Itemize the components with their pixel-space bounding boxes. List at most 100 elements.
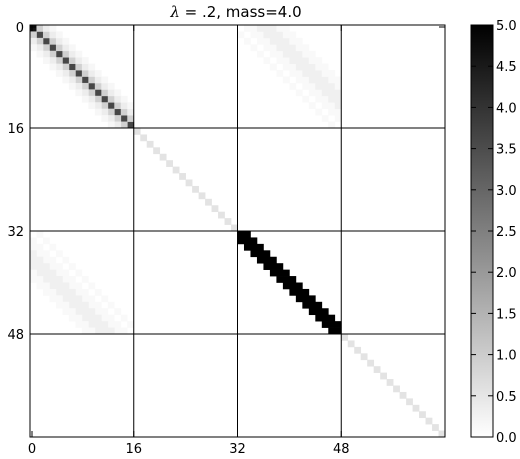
heatmap-cell (81, 276, 89, 283)
heatmap-cell (36, 231, 44, 238)
heatmap-cell (269, 256, 277, 264)
heatmap-cell (243, 25, 251, 32)
heatmap-cell (107, 82, 115, 90)
heatmap-cell (68, 288, 76, 296)
heatmap-cell (380, 372, 387, 380)
heatmap-cell (153, 147, 161, 155)
heatmap-cell (289, 50, 297, 58)
heatmap-cell (334, 82, 342, 90)
heatmap-cell (42, 250, 50, 258)
heatmap-cell (75, 63, 83, 71)
heatmap-cell (75, 321, 83, 328)
heatmap-cell (243, 231, 251, 238)
heatmap-cell (263, 44, 271, 52)
heatmap-cell (42, 25, 50, 32)
heatmap-cell (315, 70, 323, 77)
colorbar-ticks: 0.0 0.5 1.0 1.5 2.0 2.5 3.0 3.5 4.0 4.5 5.0 (471, 19, 517, 446)
heatmap-cell (88, 63, 96, 71)
heatmap-cell (289, 37, 297, 45)
heatmap-cell (94, 288, 102, 296)
colorbar-tick-label: 1.0 (496, 349, 517, 364)
heatmap-cell (94, 76, 102, 84)
heatmap-cell (49, 57, 57, 64)
heatmap-cell (282, 76, 290, 84)
heatmap-cell (315, 314, 323, 322)
heatmap-cell (55, 263, 63, 270)
heatmap-cell (334, 327, 342, 335)
heatmap-cell (114, 95, 122, 103)
heatmap-cell (49, 263, 57, 270)
heatmap-cell (62, 76, 70, 84)
heatmap-cell (107, 108, 115, 116)
heatmap-cell (250, 44, 258, 52)
heatmap-cell (75, 89, 83, 97)
heatmap-cell (55, 50, 63, 58)
heatmap-cell (315, 89, 323, 97)
heatmap-cell (75, 269, 83, 277)
heatmap-cell (302, 76, 310, 84)
heatmap-cell (276, 50, 284, 58)
heatmap-cell (295, 282, 303, 290)
heatmap-cell (302, 50, 310, 58)
heatmap-cell (367, 359, 375, 367)
heatmap-cell (30, 243, 37, 251)
heatmap-cell (114, 308, 122, 316)
heatmap-cell (198, 192, 206, 200)
heatmap-cell (101, 327, 109, 335)
heatmap-cell (68, 308, 76, 316)
heatmap-cell (94, 89, 102, 97)
heatmap-cell (360, 353, 368, 361)
heatmap-cell (101, 76, 109, 84)
heatmap-cell (263, 31, 271, 39)
heatmap-cell (75, 70, 83, 77)
heatmap-cell (276, 44, 284, 52)
heatmap-cell (62, 256, 70, 264)
heatmap-cell (295, 37, 303, 45)
heatmap-cell (55, 269, 63, 277)
heatmap-cell (347, 340, 355, 348)
heatmap-cell (30, 263, 37, 270)
heatmap-cell (302, 295, 310, 303)
heatmap-cell (354, 346, 362, 354)
heatmap-cell (55, 250, 63, 258)
heatmap-cell (81, 327, 89, 335)
heatmap-cell (36, 276, 44, 283)
heatmap-cell (334, 321, 342, 328)
heatmap-cell (341, 334, 349, 341)
colorbar-tick-label: 2.5 (496, 225, 517, 240)
heatmap-cell (269, 269, 277, 277)
chart-title-rest: = .2, mass=4.0 (180, 3, 302, 21)
heatmap-cell (62, 57, 70, 64)
heatmap-cell (75, 76, 83, 84)
heatmap-cell (120, 102, 128, 110)
heatmap-cell (282, 63, 290, 71)
heatmap-cell (101, 95, 109, 103)
heatmap-cell (75, 314, 83, 322)
heatmap-cell (321, 76, 329, 84)
heatmap-cell (373, 366, 381, 373)
heatmap-cell (101, 321, 109, 328)
heatmap-cell (42, 288, 50, 296)
heatmap-cell (308, 57, 316, 64)
heatmap-cell (250, 243, 258, 251)
heatmap-cell (302, 301, 310, 309)
heatmap-cell (256, 31, 264, 39)
colorbar-tick-label: 1.5 (496, 307, 517, 322)
heatmap-cell (62, 50, 70, 58)
heatmap-cell (88, 82, 96, 90)
heatmap-cell (328, 314, 336, 322)
heatmap-cell (55, 295, 63, 303)
heatmap-cell (49, 288, 57, 296)
heatmap-cell (282, 37, 290, 45)
heatmap-cell (81, 63, 89, 71)
heatmap-cell (81, 321, 89, 328)
heatmap-cell (42, 256, 50, 264)
heatmap-cell (328, 321, 336, 328)
heatmap-cell (55, 282, 63, 290)
heatmap-cell (133, 128, 141, 135)
heatmap-cell (289, 288, 297, 296)
heatmap-cell (55, 31, 63, 39)
heatmap-cell (282, 31, 290, 39)
heatmap-cell (328, 121, 336, 129)
heatmap-cell (231, 224, 238, 232)
